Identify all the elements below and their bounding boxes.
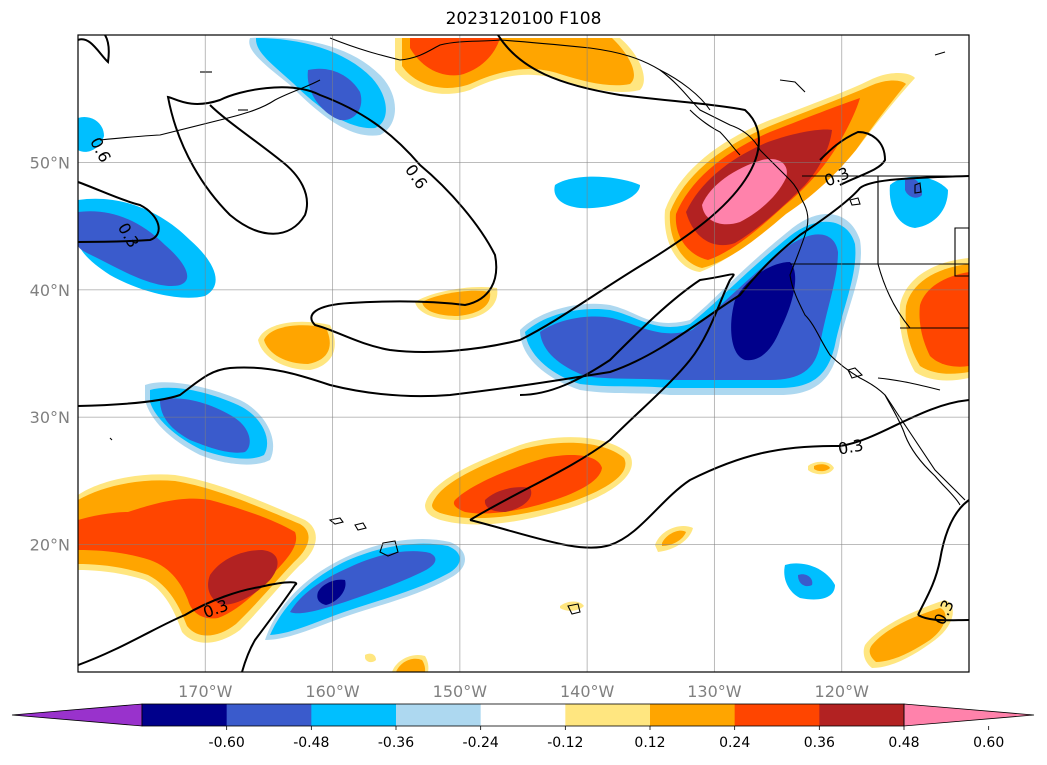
coastline	[847, 367, 864, 379]
contour-line	[917, 614, 969, 622]
colorbar-bin	[226, 704, 312, 726]
coastline	[329, 37, 501, 61]
neg-fill-mid	[78, 116, 104, 152]
contour-label: 0.3	[837, 435, 865, 458]
contour-label: 0.6	[401, 161, 431, 193]
lat-tick-label: 50°N	[30, 153, 70, 172]
colorbar-bin	[565, 704, 651, 726]
colorbar-tick-label: 0.12	[634, 735, 665, 751]
lon-tick-label: 160°W	[305, 682, 360, 701]
colorbar-tick-label: -0.12	[547, 735, 583, 751]
map-title: 2023120100 F108	[445, 9, 602, 29]
coastline	[934, 51, 946, 56]
coastline	[567, 603, 581, 615]
pos-fill-light	[560, 601, 584, 611]
colorbar-extend-low	[11, 703, 143, 727]
coastline	[849, 197, 861, 206]
coastline	[109, 437, 113, 441]
neg-fill-darkest	[317, 579, 346, 605]
neg-fill-dark	[798, 574, 813, 587]
lon-tick-label: 120°W	[815, 682, 870, 701]
pos-fill-darkred	[208, 550, 278, 605]
pos-fill-red	[410, 38, 500, 76]
coastline	[789, 199, 966, 501]
pos-fill-orange	[396, 658, 426, 672]
contour-label-text: 0.3	[837, 435, 865, 458]
coastline	[884, 394, 961, 506]
colorbar-extend-high	[903, 703, 1035, 727]
coastline	[328, 517, 344, 525]
coastline	[914, 182, 922, 194]
contour-line	[78, 181, 160, 243]
colorbar-tick-label: -0.60	[209, 735, 245, 751]
contour-line	[78, 175, 969, 407]
colorbar-bin	[142, 704, 228, 726]
lon-tick-label: 130°W	[687, 682, 742, 701]
pos-fill-red	[919, 272, 969, 367]
colorbar-tick-label: 0.60	[973, 735, 1004, 751]
neg-fill-mid	[554, 176, 640, 209]
pos-fill-light	[365, 653, 376, 663]
colorbar-tick-label: 0.36	[804, 735, 835, 751]
lat-tick-label: 20°N	[30, 536, 70, 555]
lat-tick-label: 30°N	[30, 408, 70, 427]
colorbar-tick-label: 0.24	[719, 735, 750, 751]
pos-fill-pink	[702, 159, 787, 225]
latitude-labels: 20°N 30°N 40°N 50°N	[30, 153, 70, 554]
colorbar-tick-label: -0.24	[463, 735, 499, 751]
contour-labels: 0.60.60.30.30.30.3 0.3	[86, 134, 958, 628]
border	[954, 227, 969, 277]
colorbar-bin	[480, 704, 566, 726]
coastline	[689, 109, 741, 156]
colorbar-tick-label: -0.36	[378, 735, 414, 751]
colorbar: -0.60 -0.48 -0.36 -0.24 -0.12 0.12 0.24 0.36 0.4…	[11, 703, 1035, 751]
longitude-labels: 170°W 160°W 150°W 140°W 130°W 120°W	[178, 682, 869, 701]
contour-line	[819, 130, 887, 186]
lon-tick-label: 140°W	[560, 682, 615, 701]
coastline	[499, 39, 803, 201]
coastline	[354, 522, 367, 531]
gridlines	[78, 35, 969, 672]
neg-fill-dark	[78, 211, 188, 286]
contour-label-text: 0.6	[401, 161, 431, 193]
coastline	[99, 79, 321, 141]
colorbar-tick-label: 0.48	[888, 735, 919, 751]
colorbar-outline	[141, 703, 905, 727]
coastline	[659, 69, 711, 111]
map-frame	[77, 34, 970, 673]
contour-line	[78, 581, 298, 672]
colorbar-bin	[396, 704, 482, 726]
pos-fill-orange	[814, 464, 830, 472]
lon-tick-label: 150°W	[433, 682, 488, 701]
pos-fill-orange	[869, 608, 946, 662]
positive-anomaly-fills	[78, 38, 969, 672]
lon-tick-label: 170°W	[178, 682, 233, 701]
map-area	[78, 35, 969, 672]
border	[877, 263, 911, 329]
coastline	[779, 79, 806, 93]
pos-fill-orange	[264, 325, 330, 364]
coastlines	[99, 37, 969, 615]
neg-fill-mid	[889, 176, 948, 228]
colorbar-bin	[650, 704, 736, 726]
contour-line	[469, 399, 969, 549]
colorbar-bin	[734, 704, 820, 726]
colorbar-bin	[819, 704, 905, 726]
contour-line	[78, 35, 110, 64]
pos-fill-orange	[662, 530, 686, 546]
coastline	[379, 540, 399, 557]
colorbar-bin	[311, 704, 397, 726]
border	[877, 377, 941, 391]
lat-tick-label: 40°N	[30, 281, 70, 300]
contour-line	[917, 499, 969, 616]
colorbar-tick-label: -0.48	[293, 735, 329, 751]
